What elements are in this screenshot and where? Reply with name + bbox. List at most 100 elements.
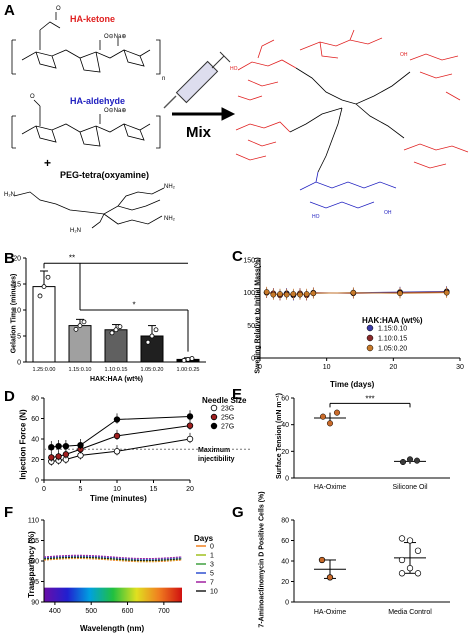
d-x-tick-label: 5 (79, 486, 83, 493)
legend-marker (210, 413, 218, 421)
bar (68, 325, 92, 363)
bar (104, 329, 128, 363)
svg-text:OH: OH (384, 210, 392, 216)
legend-marker (366, 324, 374, 332)
data-point (77, 323, 83, 328)
data-point (186, 413, 194, 420)
panel-d-max-label: Maximum injectibility (198, 447, 235, 463)
data-point (283, 291, 290, 298)
data-point (145, 339, 151, 345)
legend-marker (210, 404, 218, 412)
series-line (51, 438, 191, 463)
data-point (149, 333, 155, 339)
data-point (48, 454, 55, 461)
legend-label: 23G (221, 406, 234, 413)
c-y-tick-label: 150 (243, 258, 255, 265)
legend-label: 7 (210, 580, 214, 587)
data-point (263, 289, 270, 295)
category-label: HA-Oxime (314, 484, 346, 491)
svg-text:HO: HO (312, 214, 320, 220)
legend-label: 0 (210, 544, 214, 551)
f-x-tick-label: 500 (85, 608, 97, 615)
category-label: Media Control (388, 609, 432, 616)
data-point (398, 570, 406, 577)
ha-ketone-label: HA-ketone (70, 14, 116, 24)
f-y-tick-label: 100 (27, 559, 39, 566)
c-y-tick-label: 0 (251, 356, 255, 363)
svg-text:OH: OH (400, 52, 408, 58)
data-point (77, 452, 84, 459)
d-x-tick-label: 20 (186, 486, 194, 493)
significance-label: ** (69, 254, 75, 263)
g-y-tick-label: 60 (281, 538, 289, 545)
g-y-tick-label: 80 (281, 518, 289, 525)
ha-aldehyde-label: HA-aldehyde (70, 96, 126, 106)
svg-text:n: n (162, 76, 165, 82)
data-point (81, 319, 87, 325)
data-point (350, 289, 357, 296)
mix-label: Mix (186, 124, 212, 141)
e-y-tick-label: 20 (281, 449, 289, 456)
chart-f: 90 95 100 105 110 400 500 600 700 0 1 3 5 7 10 (27, 518, 218, 616)
panel-a-letter: A (4, 2, 15, 19)
e-y-tick-label: 40 (281, 422, 289, 429)
chart-b: 0 5 10 15 20 1.25:0.00 1.15:0.10 1.10:0.15 1.05:… (13, 254, 206, 373)
legend-label: 3 (210, 562, 214, 569)
data-point (414, 547, 422, 554)
series-line (43, 554, 183, 560)
data-point (397, 290, 403, 297)
legend-label: 1 (210, 553, 214, 560)
data-point (48, 444, 55, 451)
panel-b-xlabel: HAK:HAA (wt%) (90, 376, 144, 383)
b-y-tick-label: 15 (13, 282, 21, 289)
series-line (43, 556, 183, 562)
panel-d-xlabel: Time (minutes) (90, 494, 147, 503)
panel-e-letter: E (232, 386, 243, 403)
svg-text:O: O (56, 6, 61, 12)
chart-d: 0 20 40 60 80 0 5 10 15 20 23G 25G 27G (31, 396, 250, 493)
data-point (297, 291, 303, 298)
d-x-tick-label: 0 (42, 486, 46, 493)
c-y-tick-label: 100 (243, 290, 255, 297)
f-x-tick-label: 700 (158, 608, 170, 615)
data-point (55, 442, 62, 450)
f-y-tick-label: 90 (31, 600, 39, 607)
data-point (186, 422, 194, 429)
panel-d-legend-title: Needle Size (202, 396, 247, 405)
series-line (51, 425, 191, 458)
svg-text:NH₂: NH₂ (164, 216, 176, 222)
data-point (113, 327, 119, 333)
legend-marker (210, 422, 218, 430)
panel-c-xlabel: Time (days) (330, 380, 375, 389)
data-point (413, 457, 421, 464)
significance-bracket (80, 309, 189, 352)
legend-label: 1.05:0.20 (378, 346, 407, 353)
e-y-tick-label: 60 (281, 396, 289, 403)
e-y-tick-label: 0 (285, 476, 289, 483)
d-y-tick-label: 0 (35, 478, 39, 485)
series-line (43, 558, 183, 563)
data-point (270, 291, 277, 298)
chart-c: 0 50 100 150 0 10 20 30 1.15:0.10 1.10:0.15 1.05:0… (243, 258, 464, 372)
category-label: 1.05:0.20 (141, 367, 164, 373)
significance-label: *** (365, 394, 374, 403)
d-y-tick-label: 60 (31, 416, 39, 423)
plus-sign: + (44, 156, 52, 170)
data-point (185, 357, 191, 362)
data-point (399, 458, 407, 466)
data-point (73, 326, 79, 332)
panel-d-letter: D (4, 388, 15, 405)
spectrum-band (44, 587, 182, 602)
panel-b-letter: B (4, 250, 15, 267)
svg-text:O: O (30, 94, 35, 100)
category-label: Silicone Oil (392, 484, 427, 491)
svg-text:H₂N: H₂N (4, 192, 15, 198)
data-point (186, 435, 194, 443)
series-line (43, 555, 183, 560)
data-point (303, 291, 310, 297)
c-x-tick-label: 0 (258, 364, 262, 371)
legend-label: 1.15:0.10 (378, 326, 407, 333)
panel-c-letter: C (232, 248, 243, 265)
data-point (189, 356, 195, 361)
category-label: 1.00:0.25 (177, 367, 200, 373)
